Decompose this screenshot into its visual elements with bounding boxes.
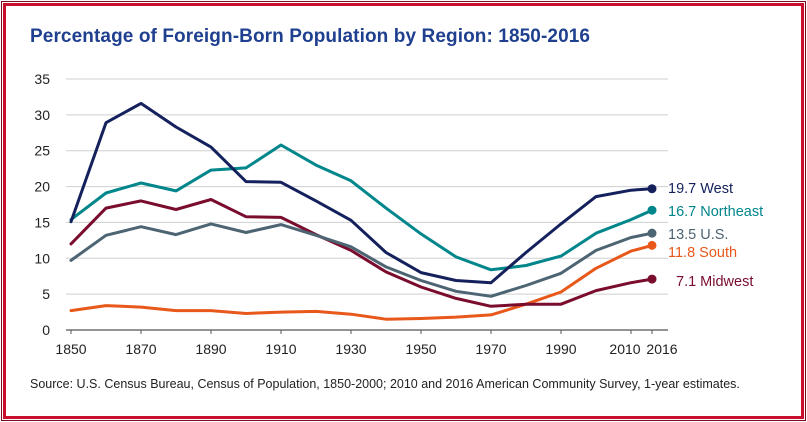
x-tick-label: 1850 [55,341,86,357]
series-label-us: 13.5 U.S. [668,227,728,243]
series-line-south [69,243,654,321]
y-tick-label: 30 [34,107,50,123]
series-endpoint-northeast [647,205,657,215]
x-tick-label: 2016 [646,341,677,357]
y-tick-label: 15 [34,214,50,230]
series-end-labels: 11.8 South 7.1 Midwest 13.5 U.S. 16.7 North… [668,181,763,290]
series-endpoint-south [647,240,657,250]
chart-title: Percentage of Foreign-Born Population by… [30,26,591,47]
x-tick-label: 1890 [195,341,226,357]
y-tick-label: 10 [34,250,50,266]
gridlines [66,78,668,331]
series-endpoint-west [647,184,657,194]
x-tick-label: 1930 [335,341,366,357]
x-tick-label: 1990 [545,341,576,357]
series-label-midwest: 7.1 Midwest [676,274,753,290]
y-tick-label: 25 [34,143,50,159]
series-line-midwest [69,198,654,308]
y-axis-ticks: 0 5 10 15 20 25 30 35 [34,71,50,338]
series-lines [69,101,657,321]
x-tick-label: 1970 [475,341,506,357]
series-label-south: 11.8 South [668,245,737,261]
x-tick-label: 1950 [405,341,436,357]
x-tick-label: 1870 [125,341,156,357]
y-tick-label: 20 [34,179,50,195]
source-note: Source: U.S. Census Bureau, Census of Po… [30,377,740,391]
x-tick-label: 2010 [609,341,640,357]
y-tick-label: 35 [34,71,50,87]
series-endpoint-us [647,228,657,238]
series-endpoint-midwest [647,274,657,284]
y-tick-label: 5 [42,286,50,302]
x-tick-label: 1910 [265,341,296,357]
x-axis-ticks: 1850 1870 1890 1910 1930 1950 1970 1990 2010 2016 [55,330,678,357]
series-label-northeast: 16.7 Northeast [668,204,763,220]
y-tick-label: 0 [42,322,50,338]
series-line-northeast [69,143,654,272]
series-label-west: 19.7 West [668,181,733,197]
series-line-west [69,101,654,285]
series-line-us [69,222,654,298]
